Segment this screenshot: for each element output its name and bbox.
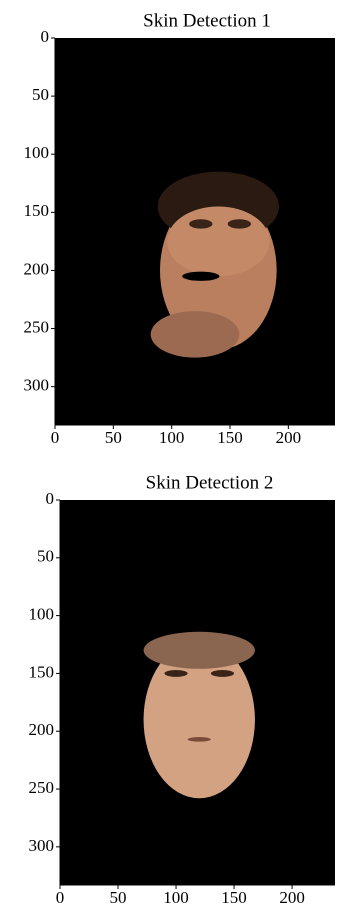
y-tick-label: 200 [29,720,55,739]
y-tick-label: 300 [29,836,55,855]
skin-region [151,311,240,357]
x-tick-label: 0 [56,888,65,907]
x-tick-label: 200 [276,428,302,447]
y-tick-label: 300 [24,376,50,395]
y-tick-label: 0 [41,27,50,46]
x-tick-label: 0 [51,428,60,447]
y-tick-label: 200 [24,259,50,278]
y-tick-label: 250 [24,317,50,336]
skin-region [189,219,212,228]
y-tick-label: 100 [29,605,55,624]
chart-title: Skin Detection 1 [143,10,271,31]
x-tick-label: 150 [221,888,247,907]
skin-region [188,737,211,742]
x-tick-label: 150 [217,428,243,447]
x-tick-label: 100 [163,888,189,907]
skin-region [167,207,270,277]
skin-region [144,632,255,669]
x-tick-label: 50 [105,428,122,447]
y-tick-label: 100 [24,143,50,162]
y-tick-label: 150 [24,201,50,220]
skin-region [228,219,251,228]
skin-region [182,272,219,281]
y-tick-label: 50 [32,85,49,104]
y-tick-label: 50 [37,547,54,566]
y-tick-label: 250 [29,778,55,797]
y-tick-label: 150 [29,662,55,681]
x-tick-label: 200 [279,888,305,907]
skin-region [164,670,187,677]
y-tick-label: 0 [46,489,55,508]
x-tick-label: 100 [159,428,185,447]
chart-title: Skin Detection 2 [146,472,274,493]
figure: Skin Detection 1 0 50 100 150 200 250 300 0 50 100… [0,0,337,913]
skin-region [211,670,234,677]
x-tick-label: 50 [110,888,127,907]
